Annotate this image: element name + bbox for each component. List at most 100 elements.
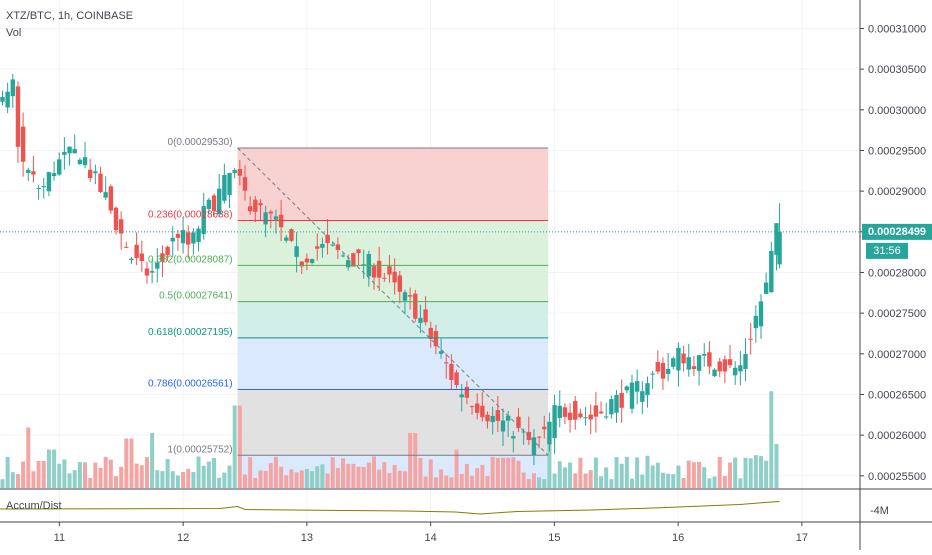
- fib-level-label: 0.236(0.00028638): [148, 210, 233, 221]
- volume-bar: [702, 467, 707, 488]
- volume-bar: [57, 463, 62, 488]
- volume-bar: [629, 478, 634, 488]
- volume-bar: [119, 466, 124, 488]
- candle-body: [227, 173, 232, 195]
- time-tick-label: 14: [424, 532, 436, 544]
- volume-bar: [485, 475, 490, 488]
- volume-bar: [206, 461, 211, 488]
- volume-bar: [516, 460, 521, 488]
- candle-body: [777, 231, 782, 265]
- volume-bar: [666, 473, 671, 488]
- volume-bar: [490, 456, 495, 488]
- candle-body: [500, 420, 506, 432]
- volume-bar: [593, 457, 598, 488]
- candle-body: [603, 416, 609, 418]
- candle-body: [340, 255, 346, 257]
- candle-body: [10, 79, 15, 97]
- candle-body: [727, 359, 733, 366]
- volume-bar: [325, 473, 330, 488]
- volume-bar: [500, 457, 505, 488]
- fib-level-label: 0(0.00029530): [168, 137, 233, 148]
- candle-body: [15, 86, 21, 147]
- candle-body: [511, 436, 516, 439]
- candle-body: [258, 203, 263, 206]
- volume-bar: [113, 476, 118, 488]
- candle-body: [593, 405, 599, 417]
- time-tick-label: 12: [177, 532, 189, 544]
- volume-bar: [212, 457, 217, 488]
- candle-body: [464, 386, 470, 398]
- candle-body: [36, 187, 41, 189]
- candle-body: [356, 249, 361, 254]
- candle-body: [387, 266, 392, 275]
- volume-bar: [108, 459, 113, 488]
- last-price-tag: 0.00028499: [867, 225, 927, 238]
- volume-bar: [753, 455, 758, 488]
- volume-bar: [681, 477, 686, 488]
- volume-bar: [697, 461, 702, 488]
- volume-bar: [640, 474, 645, 488]
- fib-zone: [237, 337, 549, 390]
- price-tick-label: 0.00026000: [868, 430, 926, 442]
- symbol-legend[interactable]: XTZ/BTC, 1h, COINBASE: [6, 10, 134, 22]
- volume-bar: [330, 457, 335, 488]
- fib-level-label: 0.786(0.00026561): [148, 379, 233, 390]
- volume-bar: [227, 465, 232, 488]
- candle-body: [769, 250, 774, 293]
- volume-bar: [160, 471, 165, 488]
- accum-dist-legend[interactable]: Accum/Dist: [6, 500, 62, 512]
- volume-legend[interactable]: Vol: [6, 27, 22, 39]
- volume-bar: [294, 472, 299, 488]
- candle-body: [521, 431, 526, 433]
- volume-bar: [650, 465, 655, 488]
- candle-body: [459, 394, 464, 398]
- volume-bar: [568, 462, 573, 488]
- volume-bar: [624, 456, 629, 488]
- volume-bar: [428, 459, 433, 488]
- candle-body: [175, 233, 181, 238]
- volume-bar: [495, 457, 500, 488]
- candle-body: [155, 262, 160, 269]
- volume-bar: [341, 458, 346, 488]
- volume-bar: [273, 456, 278, 488]
- fib-zone: [237, 389, 549, 456]
- volume-bar: [366, 462, 371, 488]
- price-tick-label: 0.00031000: [868, 23, 926, 35]
- price-tick-label: 0.00029000: [868, 186, 926, 198]
- volume-bar: [10, 472, 15, 488]
- candle-body: [454, 372, 459, 386]
- candle-body: [707, 352, 712, 367]
- volume-bar: [738, 478, 743, 488]
- candle-body: [578, 413, 583, 418]
- price-tick-label: 0.00030500: [868, 64, 926, 76]
- volume-bar: [464, 463, 469, 488]
- candle-body: [691, 366, 697, 370]
- time-tick-label: 13: [301, 532, 313, 544]
- volume-bar: [41, 460, 46, 488]
- candle-body: [118, 219, 124, 234]
- volume-bar: [5, 456, 10, 488]
- volume-bar: [268, 463, 273, 488]
- time-tick-label: 11: [54, 532, 65, 544]
- fib-zone: [237, 148, 549, 221]
- volume-bar: [62, 459, 67, 488]
- candle-body: [201, 206, 206, 235]
- volume-bar: [77, 462, 82, 488]
- volume-bar: [237, 405, 242, 488]
- candle-body: [588, 414, 593, 420]
- oscillator-tick-label: -4M: [870, 505, 889, 517]
- candle-body: [655, 362, 660, 372]
- candle-body: [681, 353, 686, 364]
- candle-body: [351, 253, 356, 267]
- candle-body: [170, 237, 175, 242]
- volume-bar: [712, 476, 717, 488]
- volume-bar: [614, 457, 619, 488]
- candle-body: [41, 186, 46, 188]
- candle-body: [732, 367, 738, 376]
- time-tick-label: 15: [548, 532, 560, 544]
- volume-bar: [351, 463, 356, 488]
- volume-bar: [660, 472, 665, 488]
- candle-body: [46, 172, 52, 192]
